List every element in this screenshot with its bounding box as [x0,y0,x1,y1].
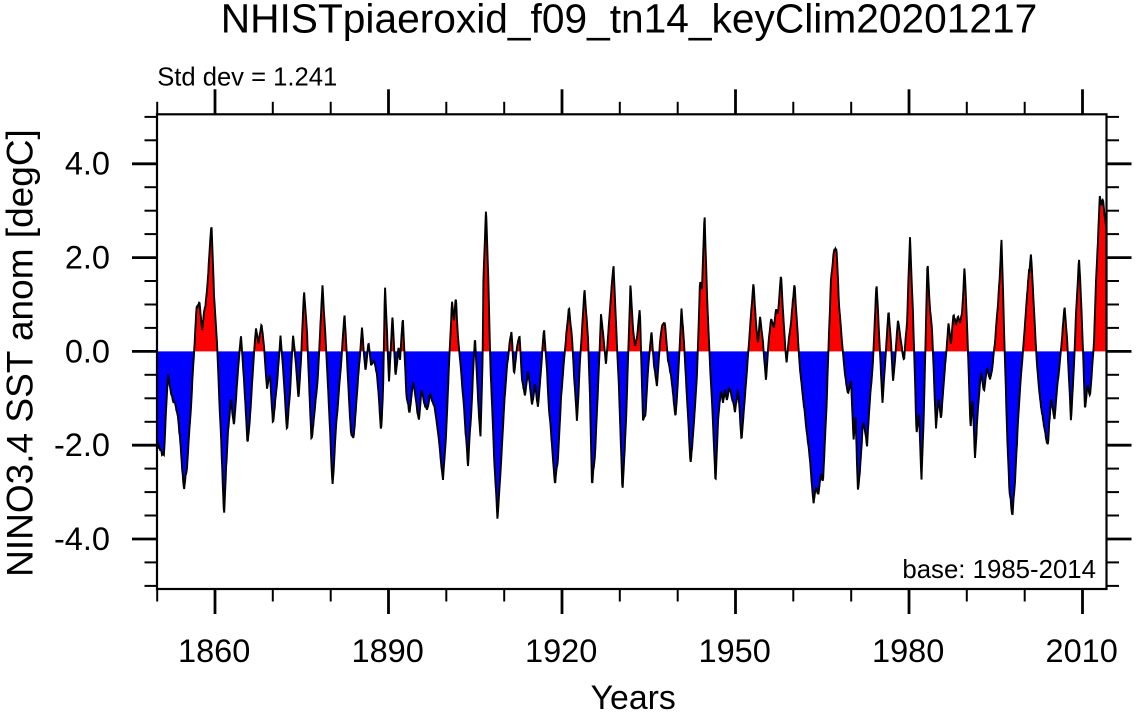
svg-text:0.0: 0.0 [65,333,110,369]
svg-text:4.0: 4.0 [65,146,110,182]
svg-text:1920: 1920 [525,633,597,669]
svg-text:2010: 2010 [1046,633,1118,669]
svg-text:base: 1985-2014: base: 1985-2014 [902,556,1096,584]
svg-text:NINO3.4 SST anom [degC]: NINO3.4 SST anom [degC] [0,129,40,577]
svg-text:2.0: 2.0 [65,240,110,276]
svg-text:1860: 1860 [178,633,250,669]
svg-text:NHISTpiaeroxid_f09_tn14_keyCli: NHISTpiaeroxid_f09_tn14_keyClim20201217 [221,0,1038,42]
svg-text:1980: 1980 [872,633,944,669]
svg-text:Years: Years [591,679,676,714]
svg-text:1890: 1890 [352,633,424,669]
svg-text:-2.0: -2.0 [54,427,110,463]
svg-text:1950: 1950 [699,633,771,669]
svg-text:-4.0: -4.0 [54,521,110,557]
svg-text:Std dev = 1.241: Std dev = 1.241 [157,64,337,92]
